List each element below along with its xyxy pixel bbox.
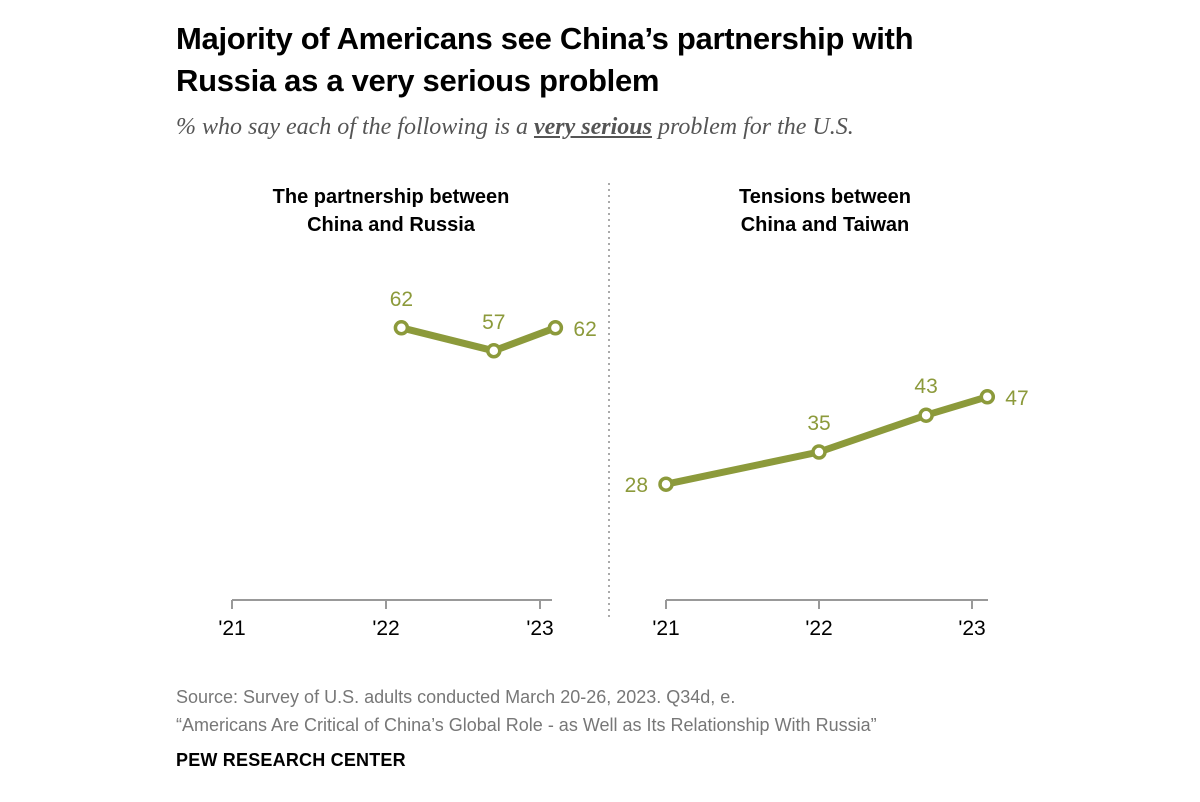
data-point-china-taiwan-3 — [979, 389, 996, 405]
data-point-china-russia-0 — [393, 320, 410, 336]
data-label-china-russia-2: 62 — [573, 318, 596, 341]
chart-subtitle: % who say each of the following is a ver… — [176, 114, 1076, 141]
chart-title-line-1: Majority of Americans see China’s partne… — [176, 21, 914, 56]
data-label-china-taiwan-2: 43 — [914, 375, 937, 398]
chart-title-line-2: Russia as a very serious problem — [176, 63, 660, 98]
x-tick-label-china-russia-0: '21 — [218, 617, 245, 640]
chart-title: Majority of Americans see China’s partne… — [176, 18, 1076, 102]
source-line-1: Source: Survey of U.S. adults conducted … — [176, 687, 736, 707]
x-tick-label-china-taiwan-1: '22 — [805, 617, 832, 640]
panel-title-china-taiwan: Tensions between China and Taiwan — [645, 183, 1005, 239]
panel-title-china-russia-line-1: The partnership between — [272, 186, 510, 208]
panel-title-china-taiwan-line-2: China and Taiwan — [740, 214, 910, 236]
source-line-2: “Americans Are Critical of China’s Globa… — [176, 715, 877, 735]
series-line-china-taiwan — [662, 393, 991, 488]
x-tick-label-china-taiwan-2: '23 — [958, 617, 985, 640]
data-label-china-taiwan-1: 35 — [807, 412, 830, 435]
x-tick-label-china-russia-2: '23 — [526, 617, 553, 640]
source-note: Source: Survey of U.S. adults conducted … — [176, 683, 1076, 739]
brand-label: PEW RESEARCH CENTER — [176, 750, 406, 770]
x-tick-label-china-russia-1: '22 — [372, 617, 399, 640]
data-label-china-russia-0: 62 — [390, 288, 413, 311]
data-point-china-taiwan-1 — [811, 444, 827, 460]
data-point-china-taiwan-2 — [918, 407, 934, 423]
panel-title-china-russia-line-2: China and Russia — [307, 214, 475, 236]
subtitle-emphasis: very serious — [533, 114, 652, 140]
data-point-china-russia-2 — [547, 320, 564, 336]
data-label-china-russia-1: 57 — [482, 311, 505, 334]
subtitle-text-after: problem for the U.S. — [651, 114, 854, 140]
subtitle-text-before: % who say each of the following is a — [176, 114, 534, 140]
panel-title-china-taiwan-line-1: Tensions between — [739, 186, 911, 208]
data-label-china-taiwan-0: 28 — [625, 474, 648, 497]
x-tick-label-china-taiwan-0: '21 — [652, 617, 679, 640]
data-point-china-russia-1 — [486, 343, 502, 359]
series-line-china-russia — [397, 324, 559, 355]
data-point-china-taiwan-0 — [658, 476, 674, 492]
data-label-china-taiwan-3: 47 — [1005, 387, 1028, 410]
panel-title-china-russia: The partnership between China and Russia — [211, 183, 571, 239]
